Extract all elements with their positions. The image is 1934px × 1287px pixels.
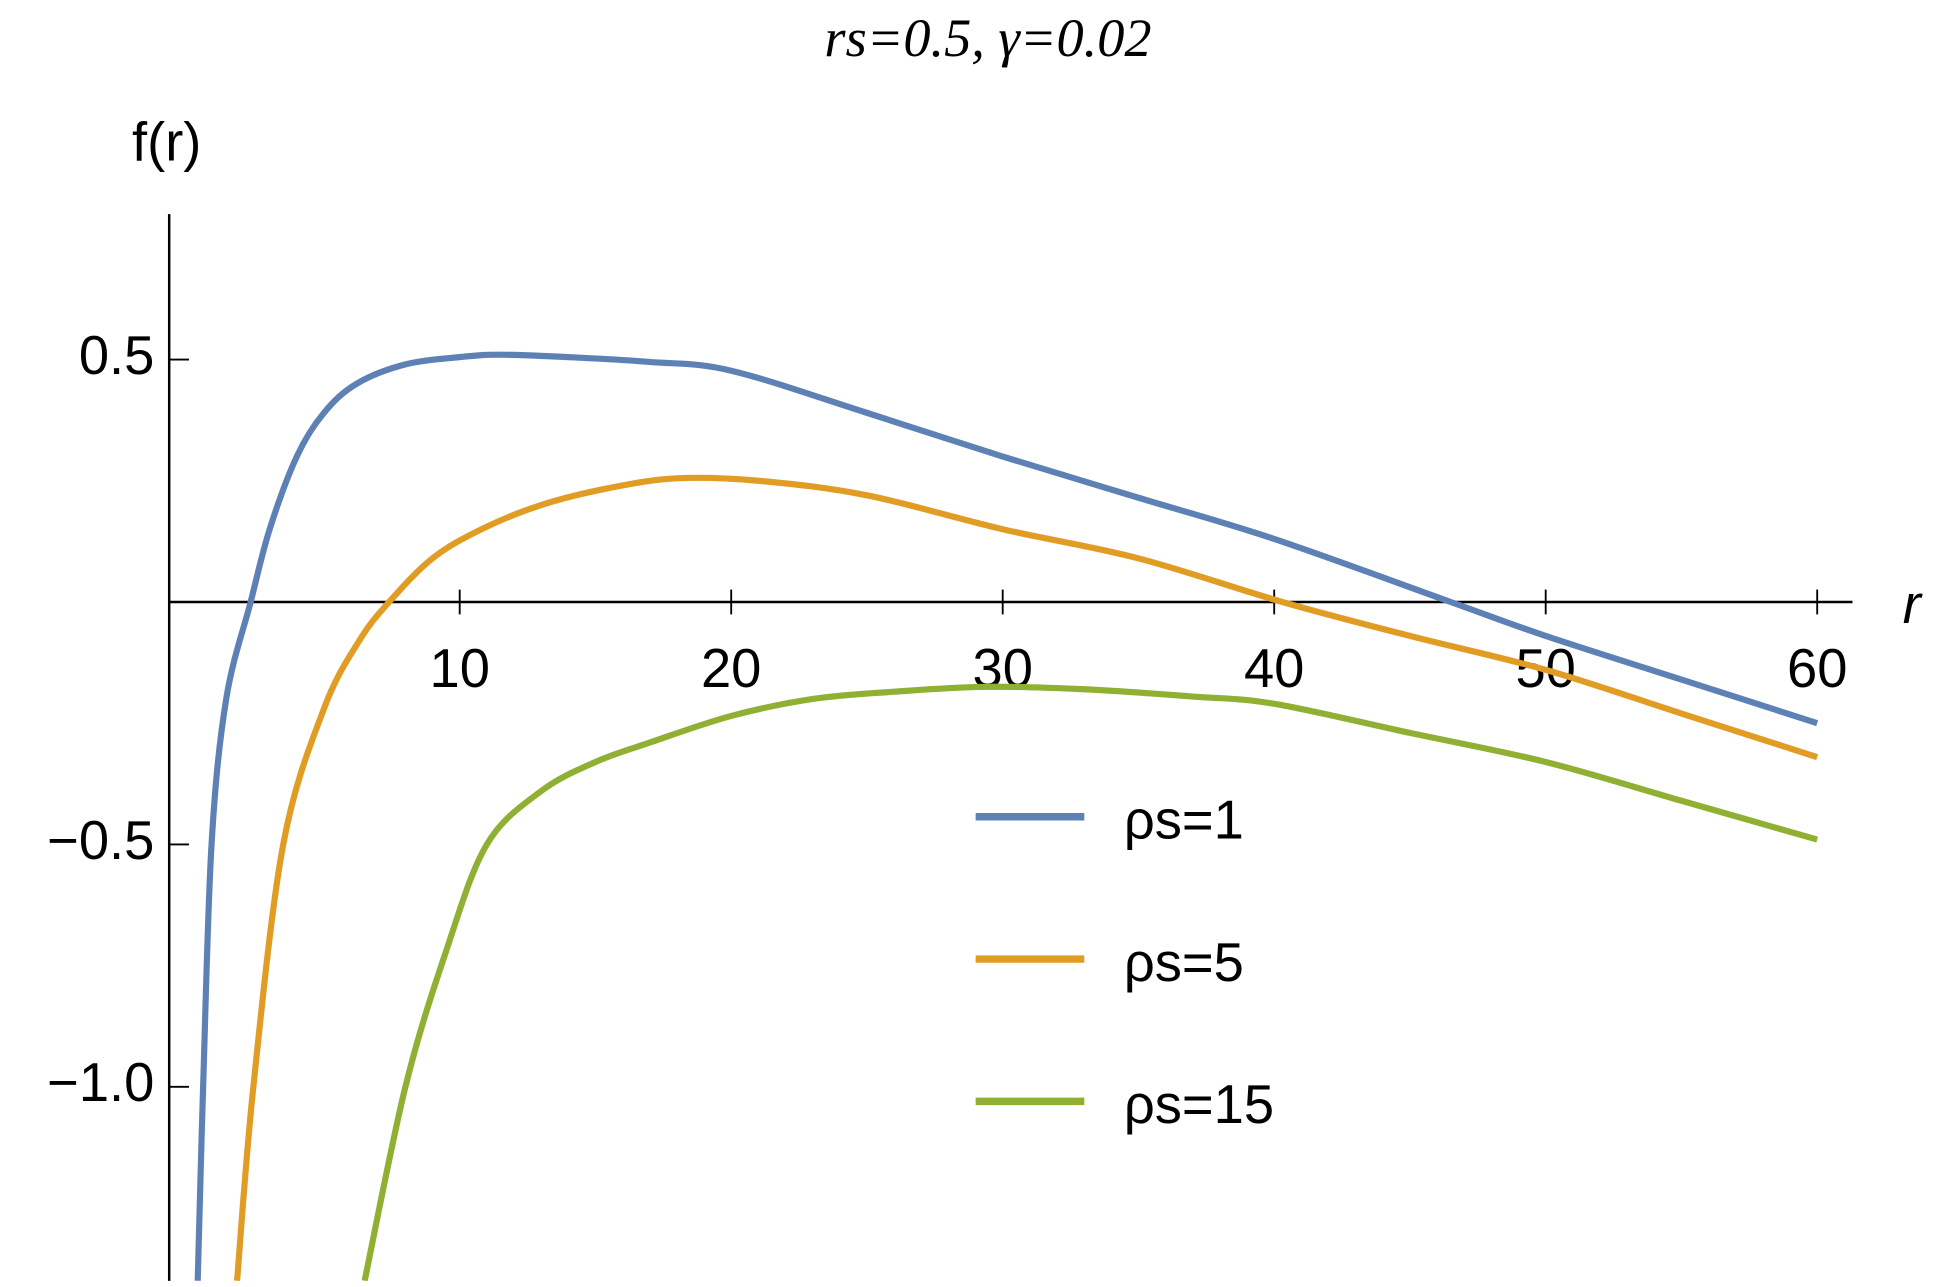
x-tick-label: 10 [429,638,489,699]
x-tick-label: 60 [1787,638,1847,699]
legend-label: ρs=5 [1124,932,1244,993]
plot-area [194,351,1819,1281]
legend-label: ρs=15 [1124,1074,1274,1135]
x-tick-label: 20 [701,638,761,699]
y-axis-label: f(r) [132,111,201,172]
line-series [361,683,1819,1281]
legend-label: ρs=1 [1124,790,1244,851]
line-series [233,474,1819,1281]
x-axis-label: r [1903,574,1923,635]
y-tick-label: −0.5 [47,810,154,871]
chart-title: rs=0.5, γ=0.02 [824,8,1151,68]
y-tick-label: −1.0 [47,1052,154,1113]
line-series [194,351,1819,1281]
y-tick-label: 0.5 [79,325,155,386]
x-tick-label: 40 [1244,638,1304,699]
